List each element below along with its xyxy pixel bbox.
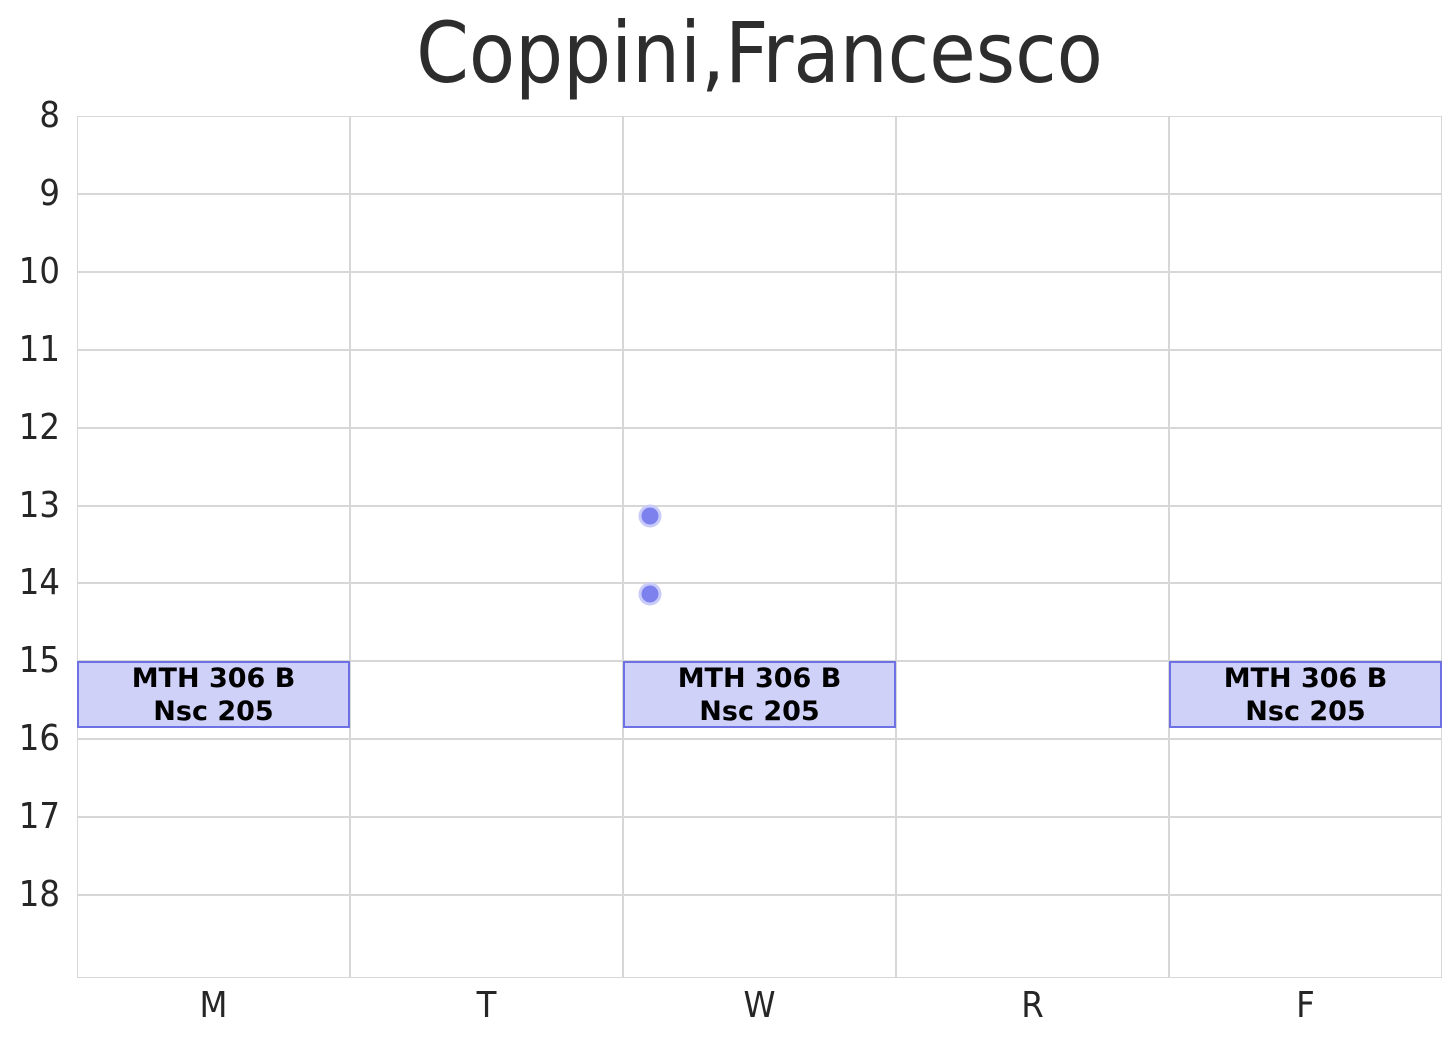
plot-bottom-spine [77, 977, 1442, 978]
x-day-label-R: R [1021, 985, 1044, 1026]
gridline-day-5 [1441, 116, 1442, 978]
chart-title: Coppini,Francesco [416, 4, 1103, 102]
y-tick-label-16: 16 [18, 718, 60, 760]
gridline-hour-8 [77, 116, 1442, 117]
y-tick-label-9: 9 [39, 172, 60, 214]
x-day-label-F: F [1296, 985, 1315, 1026]
gridline-hour-10 [77, 270, 1442, 273]
event-room-label: Nsc 205 [699, 695, 820, 727]
event-room-label: Nsc 205 [1245, 695, 1366, 727]
gridline-day-3 [895, 116, 897, 978]
y-tick-label-13: 13 [18, 484, 60, 526]
gridline-hour-11 [77, 348, 1442, 351]
x-day-label-M: M [199, 985, 228, 1026]
event-room-label: Nsc 205 [153, 695, 274, 727]
scatter-point-1 [638, 504, 662, 528]
gridline-day-2 [622, 116, 624, 978]
gridline-hour-12 [77, 426, 1442, 429]
event-box-F: MTH 306 B Nsc 205 [1169, 661, 1442, 728]
scatter-point-2 [638, 582, 662, 606]
y-tick-label-8: 8 [39, 95, 60, 136]
plot-area: MTH 306 B Nsc 205 MTH 306 B Nsc 205 MTH 306 … [77, 116, 1442, 978]
y-tick-label-14: 14 [18, 562, 60, 604]
gridline-hour-9 [77, 192, 1442, 195]
x-day-label-T: T [476, 985, 497, 1026]
y-tick-label-12: 12 [18, 406, 60, 448]
event-course-label: MTH 306 B [131, 662, 296, 694]
gridline-hour-17 [77, 816, 1442, 819]
event-course-label: MTH 306 B [1223, 662, 1388, 694]
y-tick-label-18: 18 [18, 874, 60, 915]
gridline-hour-16 [77, 738, 1442, 741]
gridline-hour-18 [77, 894, 1442, 896]
gridline-hour-14 [77, 582, 1442, 585]
gridline-hour-13 [77, 504, 1442, 507]
gridline-day-0 [77, 116, 78, 978]
x-day-label-W: W [743, 985, 776, 1026]
y-tick-label-17: 17 [18, 796, 60, 838]
event-box-W: MTH 306 B Nsc 205 [623, 661, 896, 728]
y-tick-label-10: 10 [18, 250, 60, 292]
gridline-day-1 [349, 116, 351, 978]
gridline-day-4 [1168, 116, 1170, 978]
y-tick-label-11: 11 [18, 328, 60, 370]
event-course-label: MTH 306 B [677, 662, 842, 694]
event-box-M: MTH 306 B Nsc 205 [77, 661, 350, 728]
y-tick-label-15: 15 [18, 640, 60, 682]
